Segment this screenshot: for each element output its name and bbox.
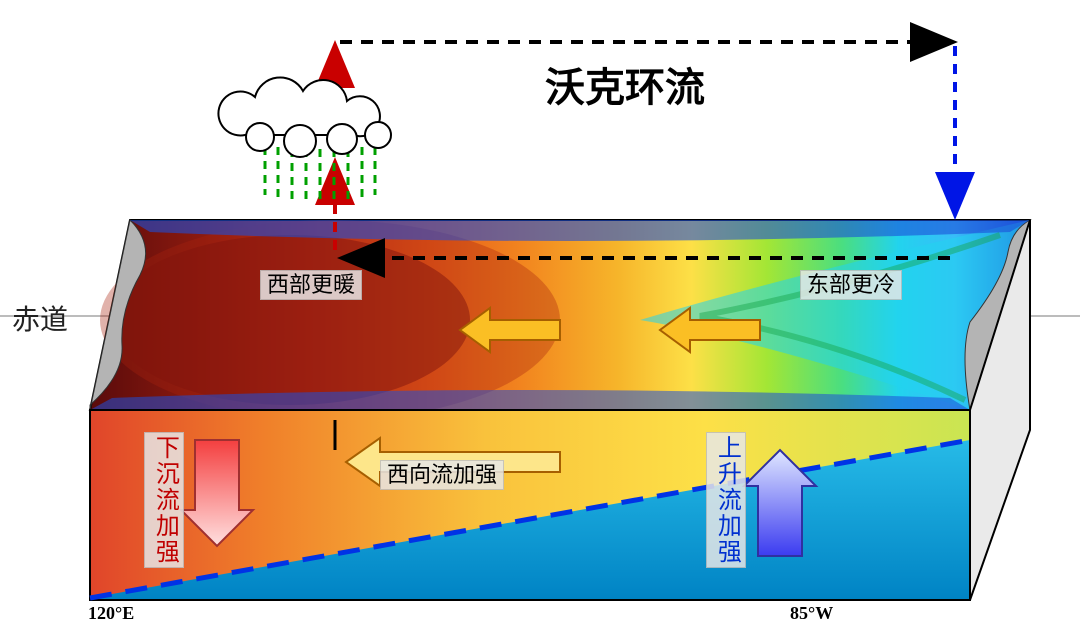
lon-left-label: 120°E: [88, 603, 134, 624]
lon-right-label: 85°W: [790, 603, 833, 624]
equator-label: 赤道: [12, 298, 68, 338]
downwelling-label: 下沉流加强: [144, 432, 184, 568]
westward-flow-label: 西向流加强: [380, 460, 504, 490]
east-colder-label: 东部更冷: [800, 270, 902, 300]
cloud-icon: [218, 77, 391, 157]
upwelling-label: 上升流加强: [706, 432, 746, 568]
title-label: 沃克环流: [545, 55, 705, 113]
rain-streaks: [265, 147, 375, 201]
cloud-group: [218, 77, 391, 201]
west-warmer-label: 西部更暖: [260, 270, 362, 300]
